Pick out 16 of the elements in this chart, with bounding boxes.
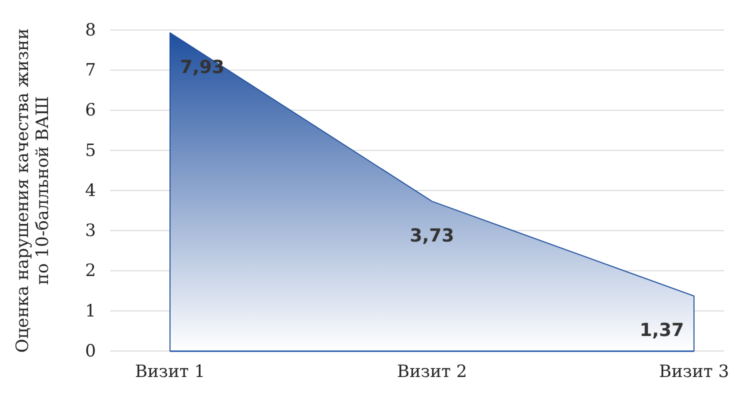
y-tick-label: 8: [85, 20, 96, 40]
x-tick-label: Визит 2: [396, 362, 468, 382]
y-tick-label: 7: [85, 60, 96, 81]
x-tick-label: Визит 3: [658, 362, 730, 382]
data-label: 3,73: [410, 225, 454, 246]
y-tick-label: 0: [85, 341, 96, 362]
data-label: 7,93: [180, 56, 224, 78]
y-tick-label: 3: [85, 221, 96, 242]
y-tick-label: 4: [85, 180, 96, 201]
data-label: 1,37: [640, 320, 684, 342]
y-tick-label: 5: [85, 140, 96, 161]
y-tick-label: 6: [85, 100, 96, 121]
y-tick-label: 2: [85, 261, 96, 282]
y-axis-title: Оценка нарушения качества жизни по 10-балльной ВАШ: [13, 28, 53, 353]
y-tick-label: 1: [85, 301, 96, 322]
x-tick-label: Визит 1: [134, 362, 206, 382]
